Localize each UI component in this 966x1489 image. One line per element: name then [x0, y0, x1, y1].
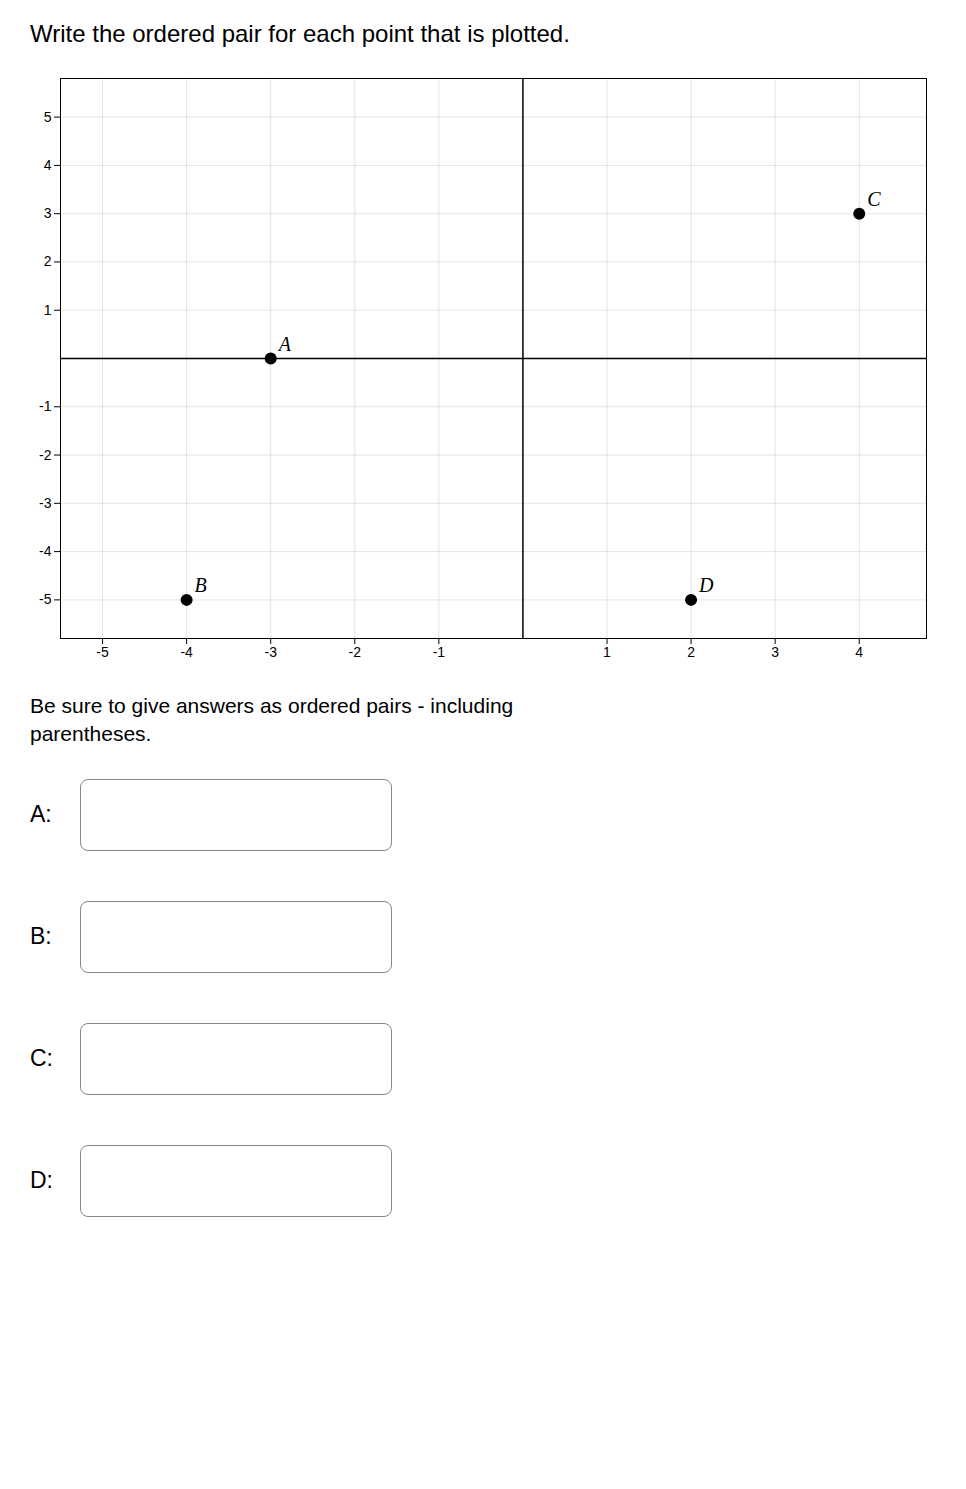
svg-text:4: 4	[855, 644, 863, 660]
svg-text:-3: -3	[264, 644, 277, 660]
html-text:A:: A:	[30, 801, 52, 828]
svg-text:2: 2	[687, 644, 695, 660]
html-text:Be sure to give answers as ord: Be sure to give answers as ordered pairs…	[30, 694, 514, 746]
svg-text:-4: -4	[39, 543, 52, 559]
svg-text:3: 3	[44, 205, 52, 221]
svg-text:-2: -2	[39, 447, 52, 463]
svg-text:1: 1	[603, 644, 611, 660]
svg-text:-5: -5	[96, 644, 109, 660]
svg-text:-3: -3	[39, 495, 52, 511]
svg-text:-4: -4	[180, 644, 193, 660]
svg-text:A: A	[277, 333, 292, 355]
svg-text:2: 2	[44, 253, 52, 269]
svg-text:C: C	[867, 188, 881, 210]
svg-text:5: 5	[44, 109, 52, 125]
html-text:D:: D:	[30, 1167, 53, 1194]
html-text:Write the ordered pair for eac: Write the ordered pair for each point th…	[30, 20, 570, 47]
svg-text:-5: -5	[39, 591, 52, 607]
svg-text:B: B	[195, 574, 207, 596]
svg-text:-1: -1	[39, 398, 52, 414]
html-text:B:: B:	[30, 923, 52, 950]
svg-text:4: 4	[44, 157, 52, 173]
svg-text:D: D	[698, 574, 714, 596]
svg-text:-2: -2	[349, 644, 362, 660]
html-text:C:: C:	[30, 1045, 53, 1072]
svg-text:-1: -1	[433, 644, 446, 660]
svg-text:1: 1	[44, 302, 52, 318]
svg-text:3: 3	[771, 644, 779, 660]
